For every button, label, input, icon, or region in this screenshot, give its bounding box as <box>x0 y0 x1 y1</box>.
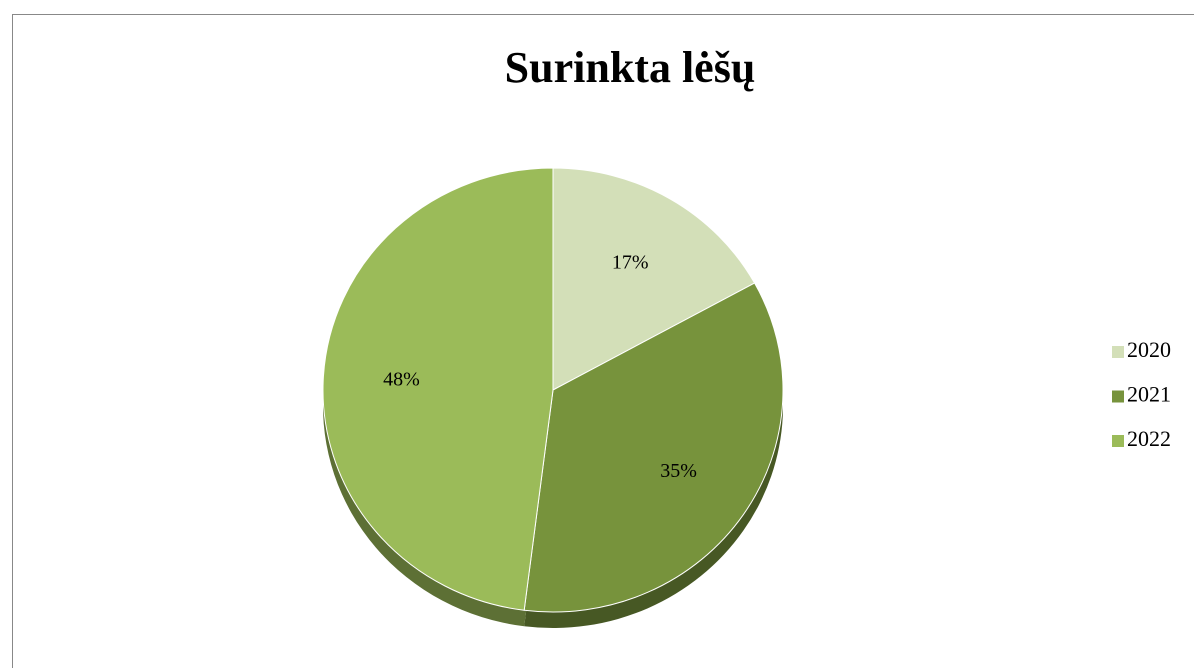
slice <box>523 282 784 613</box>
legend-label: 2020 <box>1127 337 1171 362</box>
legend-swatch <box>1112 435 1124 447</box>
legend-swatch <box>1112 390 1124 403</box>
slice <box>552 167 756 391</box>
legend-label: 2021 <box>1127 382 1171 407</box>
legend-swatch <box>1112 346 1124 358</box>
data-label: 48% <box>383 368 420 390</box>
data-label: 35% <box>660 460 697 482</box>
chart-title: Surinkta lėšų <box>505 43 756 92</box>
data-label: 17% <box>612 251 649 273</box>
legend-label: 2022 <box>1127 426 1171 451</box>
slice <box>322 167 554 611</box>
